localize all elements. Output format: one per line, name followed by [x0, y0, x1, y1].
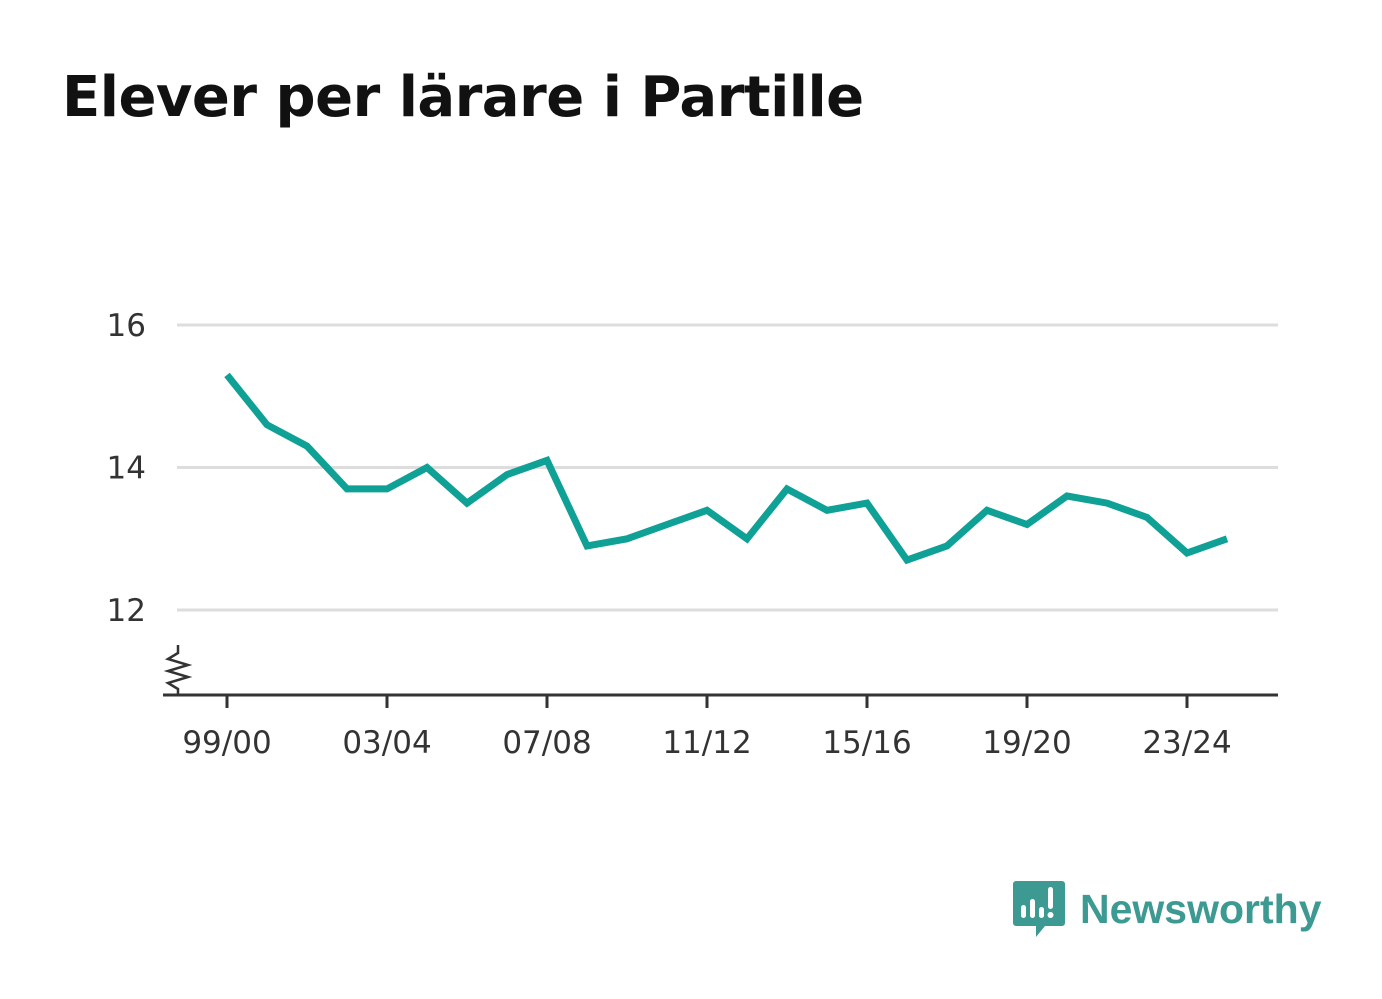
x-tick-label: 19/20 — [982, 725, 1071, 761]
x-tick-label: 99/00 — [182, 725, 271, 761]
y-tick-label: 12 — [107, 593, 146, 629]
y-tick-label: 14 — [107, 451, 146, 487]
x-tick-label: 07/08 — [502, 725, 591, 761]
y-axis-break-mark — [163, 645, 193, 695]
brand-logo: Newsworthy — [1012, 878, 1322, 940]
y-tick-label: 16 — [107, 308, 146, 344]
series-line — [224, 372, 1229, 565]
y-axis-ticks: 12 14 16 — [107, 308, 146, 629]
x-tick-label: 03/04 — [342, 725, 431, 761]
x-axis: 99/00 03/04 07/08 11/12 15/16 19/20 23/24 — [163, 645, 1278, 761]
x-tick-label: 23/24 — [1142, 725, 1231, 761]
x-tick-label: 15/16 — [822, 725, 911, 761]
bar-chart-speech-bubble-icon — [1013, 881, 1065, 937]
x-tick-label: 11/12 — [662, 725, 751, 761]
gridlines — [177, 323, 1278, 612]
chart-title: Elever per lärare i Partille — [62, 65, 864, 130]
brand-name: Newsworthy — [1080, 885, 1322, 932]
series-lines — [224, 372, 1229, 565]
